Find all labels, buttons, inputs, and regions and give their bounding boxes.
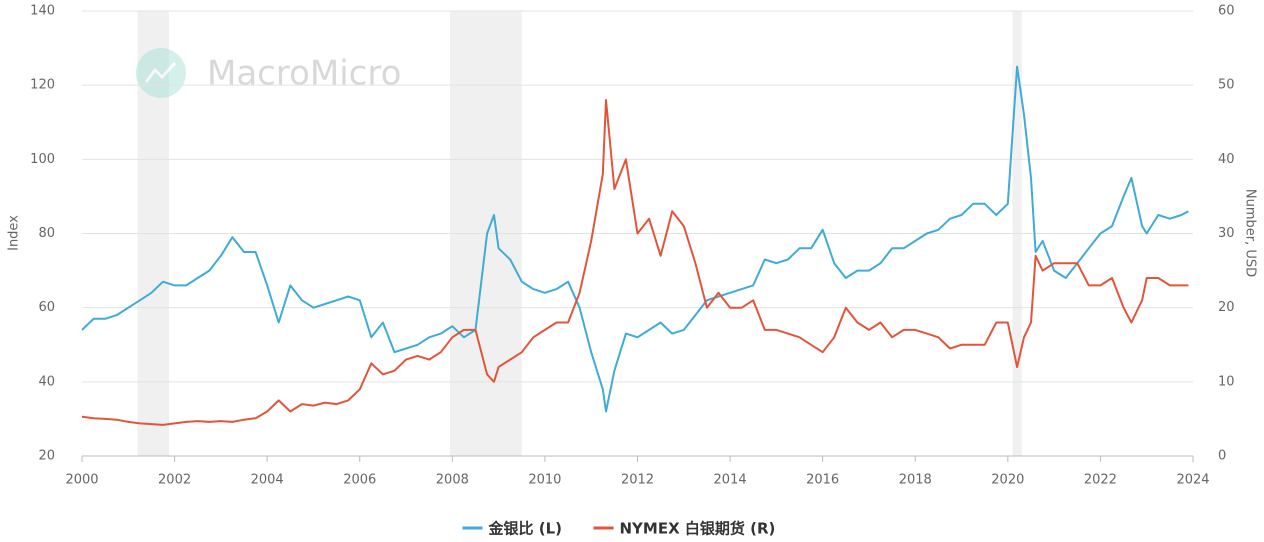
y-axis-label: Index — [7, 215, 22, 251]
legend-item: 金银比 (L) — [462, 520, 563, 538]
x-tick-label: 2014 — [714, 473, 747, 488]
legend-text: NYMEX 白银期货 (R) — [620, 520, 776, 538]
x-tick-label: 2002 — [158, 473, 191, 488]
x-tick-label: 2024 — [1176, 473, 1209, 488]
y2-tick-label: 30 — [1218, 226, 1235, 241]
x-tick-label: 2006 — [343, 473, 376, 488]
y-tick-label: 40 — [38, 374, 55, 389]
x-tick-label: 2022 — [1084, 473, 1117, 488]
y-tick-label: 120 — [30, 78, 55, 93]
x-tick-label: 2008 — [436, 473, 469, 488]
y2-tick-label: 40 — [1218, 152, 1235, 167]
y-tick-label: 20 — [38, 449, 55, 464]
y-tick-label: 140 — [30, 4, 55, 19]
series-line — [81, 65, 1189, 413]
x-tick-label: 2018 — [899, 473, 932, 488]
y2-tick-label: 10 — [1218, 374, 1235, 389]
legend-item: NYMEX 白银期货 (R) — [593, 520, 776, 538]
x-tick-label: 2010 — [528, 473, 561, 488]
y-tick-label: 100 — [30, 152, 55, 167]
y2-tick-label: 20 — [1218, 300, 1235, 315]
x-tick-label: 2016 — [806, 473, 839, 488]
x-tick-label: 2012 — [621, 473, 654, 488]
series-line — [81, 99, 1189, 426]
watermark-logo-line — [144, 61, 177, 83]
watermark: MacroMicro — [136, 48, 401, 98]
watermark-logo — [136, 48, 186, 98]
watermark-text: MacroMicro — [207, 54, 401, 94]
x-tick-label: 2020 — [991, 473, 1024, 488]
y2-tick-label: 60 — [1218, 4, 1235, 19]
y-tick-label: 80 — [38, 226, 55, 241]
y2-tick-label: 0 — [1218, 449, 1226, 464]
x-tick-label: 2004 — [251, 473, 284, 488]
x-tick-label: 2000 — [65, 473, 98, 488]
legend-text: 金银比 (L) — [488, 520, 563, 538]
y-tick-label: 60 — [38, 300, 55, 315]
y2-tick-label: 50 — [1218, 78, 1235, 93]
y2-axis-label: Number, USD — [1243, 189, 1258, 277]
